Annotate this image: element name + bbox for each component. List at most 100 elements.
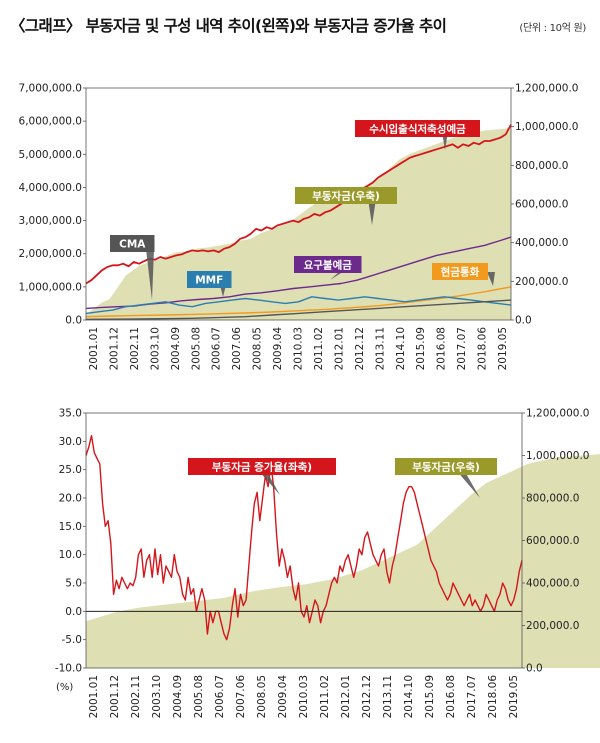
bottom-right-tick-label: 800,000.0 <box>526 493 579 505</box>
top-right-tick-label: 200,000.0 <box>515 276 568 288</box>
top-x-tick-label: 2019.05 <box>497 327 509 370</box>
top-left-tick-label: 3,000,000.0 <box>19 215 82 227</box>
top-right-tick-label: 1,000,000.0 <box>515 121 578 133</box>
top-left-tick-label: 2,000,000.0 <box>19 248 82 260</box>
top-series-label-box <box>432 263 488 280</box>
top-series-label-box <box>295 187 397 204</box>
bottom-left-tick-label: 10.0 <box>59 549 82 561</box>
top-series-label: 부동자금(우축) <box>312 190 380 203</box>
top-series-cash-line <box>85 286 512 318</box>
top-x-tick-label: 2016.08 <box>436 327 448 370</box>
bottom-x-tick-label: 2015.09 <box>424 675 436 718</box>
bottom-x-tick-label: 2003.10 <box>151 675 163 718</box>
top-left-tick-label: 7,000,000.0 <box>19 83 82 95</box>
bottom-x-tick-label: 2013.11 <box>382 675 394 718</box>
bottom-left-tick-label: 5.0 <box>65 578 82 590</box>
bottom-label-pointer <box>456 470 480 498</box>
top-x-tick-label: 2012.01 <box>333 327 345 370</box>
top-right-tick-label: 800,000.0 <box>515 160 568 172</box>
bottom-x-tick-label: 2019.05 <box>508 675 520 718</box>
top-series-cma-line <box>85 299 512 320</box>
top-x-tick-label: 2008.05 <box>252 327 264 370</box>
bottom-x-tick-label: 2009.04 <box>277 675 289 719</box>
top-series-label: CMA <box>119 239 146 251</box>
bottom-left-tick-label: 25.0 <box>59 464 82 476</box>
top-series-area-area <box>86 126 511 320</box>
bottom-right-tick-label: 0.0 <box>526 663 543 675</box>
chart-title: 〈그래프〉 부동자금 및 구성 내역 추이(왼쪽)와 부동자금 증가율 추이 <box>10 17 447 35</box>
bottom-series-label-box <box>188 458 336 475</box>
top-x-tick-label: 2004.09 <box>170 327 182 370</box>
bottom-left-tick-label: 20.0 <box>59 493 82 505</box>
top-left-tick-label: 4,000,000.0 <box>19 182 82 194</box>
bottom-label-pointer <box>258 470 280 495</box>
top-series-label: 수시입출식저축성예금 <box>369 123 466 136</box>
top-x-tick-label: 2001.01 <box>88 327 100 370</box>
top-right-tick-label: 400,000.0 <box>515 237 568 249</box>
top-series-mmf-line <box>85 296 512 315</box>
top-x-tick-label: 2007.06 <box>231 327 243 371</box>
bottom-right-tick-label: 200,000.0 <box>526 620 579 632</box>
top-label-pointer <box>368 199 376 225</box>
top-x-tick-label: 2013.11 <box>374 327 386 370</box>
top-x-tick-label: 2005.08 <box>190 327 202 370</box>
bottom-x-tick-label: 2006.07 <box>214 675 226 718</box>
bottom-series-label: 부동자금(우축) <box>412 461 480 474</box>
bottom-x-tick-label: 2016.08 <box>445 675 457 718</box>
top-left-tick-label: 0.0 <box>65 315 82 327</box>
bottom-x-tick-label: 2018.06 <box>487 675 499 719</box>
top-series-label-box <box>294 256 362 273</box>
top-x-tick-label: 2011.02 <box>313 327 325 370</box>
bottom-left-unit: (%) <box>56 682 73 693</box>
top-left-tick-label: 1,000,000.0 <box>19 281 82 293</box>
bottom-series-area-area <box>86 454 600 668</box>
bottom-x-tick-label: 2002.11 <box>130 675 142 718</box>
bottom-x-tick-label: 2008.05 <box>256 675 268 718</box>
top-series-label-box <box>110 235 155 252</box>
unit-label: (단위 : 10억 원) <box>519 23 586 34</box>
top-x-tick-label: 2014.10 <box>395 327 407 370</box>
top-label-pointer <box>487 272 495 286</box>
top-x-tick-label: 2009.04 <box>272 327 284 371</box>
top-series-label: 요구불예금 <box>304 259 353 272</box>
bottom-right-tick-label: 600,000.0 <box>526 535 579 547</box>
top-right-tick-label: 600,000.0 <box>515 199 568 211</box>
bottom-x-tick-label: 2005.08 <box>193 675 205 718</box>
bottom-x-tick-label: 2001.12 <box>109 675 121 718</box>
top-label-pointer <box>146 249 154 300</box>
bottom-x-tick-label: 2011.02 <box>319 675 331 718</box>
top-right-tick-label: 1,200,000.0 <box>515 83 578 95</box>
bottom-series-label: 부동자금 증가율(좌축) <box>212 461 312 474</box>
bottom-x-tick-label: 2014.10 <box>403 675 415 718</box>
top-x-tick-label: 2015.09 <box>415 327 427 370</box>
bottom-right-tick-label: 1,200,000.0 <box>526 408 589 420</box>
bottom-left-tick-label: 35.0 <box>59 408 82 420</box>
top-left-tick-label: 5,000,000.0 <box>19 149 82 161</box>
bottom-x-tick-label: 2010.03 <box>298 675 310 718</box>
top-x-tick-label: 2006.07 <box>211 327 223 370</box>
bottom-right-tick-label: 1,000,000.0 <box>526 450 589 462</box>
top-series-label: MMF <box>195 275 223 287</box>
bottom-left-tick-label: -10.0 <box>55 663 82 675</box>
bottom-left-tick-label: -5.0 <box>62 634 83 646</box>
top-series-label: 현금통화 <box>441 266 480 279</box>
top-right-tick-label: 0.0 <box>515 315 532 327</box>
bottom-x-tick-label: 2004.09 <box>172 675 184 718</box>
bottom-x-tick-label: 2012.01 <box>340 675 352 718</box>
bottom-x-tick-label: 2012.12 <box>361 675 373 718</box>
top-x-tick-label: 2003.10 <box>149 327 161 370</box>
top-left-tick-label: 6,000,000.0 <box>19 116 82 128</box>
bottom-left-tick-label: 0.0 <box>65 606 82 618</box>
bottom-left-tick-label: 30.0 <box>59 436 82 448</box>
top-series-label-box <box>187 271 232 288</box>
bottom-x-tick-label: 2007.06 <box>235 675 247 719</box>
top-x-tick-label: 2017.07 <box>456 327 468 370</box>
bottom-right-tick-label: 400,000.0 <box>526 578 579 590</box>
top-x-tick-label: 2012.12 <box>354 327 366 370</box>
top-x-tick-label: 2001.12 <box>108 327 120 370</box>
top-series-label-box <box>355 120 480 137</box>
bottom-x-tick-label: 2001.01 <box>88 675 100 718</box>
bottom-series-label-box <box>395 458 497 475</box>
bottom-series-growth-line <box>85 435 523 641</box>
bottom-x-tick-label: 2017.07 <box>466 675 478 718</box>
